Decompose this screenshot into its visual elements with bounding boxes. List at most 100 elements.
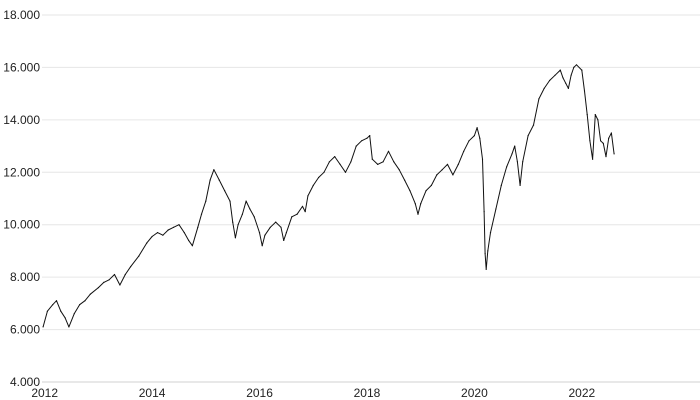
data-point bbox=[549, 79, 551, 82]
data-point bbox=[307, 195, 309, 197]
data-point bbox=[425, 190, 427, 192]
data-point bbox=[483, 211, 485, 213]
data-point bbox=[113, 273, 116, 276]
data-point bbox=[291, 216, 293, 218]
data-point bbox=[581, 69, 583, 71]
data-point bbox=[613, 153, 615, 155]
data-point bbox=[241, 213, 243, 215]
x-tick-label: 2020 bbox=[461, 386, 488, 400]
data-point bbox=[261, 245, 263, 247]
x-tick-label: 2016 bbox=[246, 386, 273, 400]
data-point bbox=[485, 268, 487, 270]
data-point bbox=[597, 119, 599, 121]
data-point bbox=[430, 184, 432, 186]
data-point bbox=[565, 82, 567, 84]
data-point bbox=[162, 234, 164, 236]
data-point bbox=[522, 161, 524, 163]
data-point bbox=[481, 158, 484, 160]
data-point bbox=[468, 140, 470, 142]
data-point bbox=[296, 213, 298, 215]
data-point bbox=[573, 66, 575, 68]
data-point bbox=[570, 74, 572, 76]
data-point bbox=[167, 229, 169, 231]
y-tick-label: 10.000 bbox=[3, 218, 40, 232]
data-point bbox=[205, 200, 207, 202]
data-point bbox=[151, 235, 153, 238]
data-point bbox=[361, 140, 363, 142]
data-point bbox=[436, 174, 438, 176]
data-point bbox=[538, 98, 540, 100]
data-point bbox=[280, 226, 282, 228]
data-point bbox=[516, 161, 519, 163]
data-point bbox=[371, 158, 373, 160]
data-point bbox=[479, 137, 481, 139]
data-point bbox=[417, 213, 419, 215]
data-point bbox=[583, 90, 586, 92]
data-point bbox=[245, 200, 247, 202]
data-point bbox=[52, 304, 54, 306]
data-point bbox=[173, 226, 175, 228]
data-point bbox=[398, 169, 400, 171]
data-point bbox=[452, 174, 454, 176]
data-point bbox=[55, 300, 58, 302]
data-point bbox=[183, 232, 185, 234]
data-point bbox=[586, 114, 588, 116]
data-point bbox=[404, 179, 406, 181]
data-point bbox=[197, 226, 199, 228]
gridlines bbox=[42, 14, 700, 383]
data-point bbox=[420, 203, 422, 205]
data-point bbox=[46, 310, 49, 312]
data-point bbox=[514, 145, 516, 147]
data-point bbox=[224, 190, 226, 192]
y-tick-label: 14.000 bbox=[3, 113, 40, 127]
data-point bbox=[567, 87, 570, 89]
data-point bbox=[377, 163, 379, 165]
data-point bbox=[506, 166, 508, 168]
data-point bbox=[457, 163, 459, 165]
data-point bbox=[592, 158, 594, 160]
data-point bbox=[344, 171, 347, 173]
data-point bbox=[350, 161, 352, 163]
series-line bbox=[42, 64, 615, 328]
data-point bbox=[213, 169, 215, 171]
data-point bbox=[600, 140, 602, 142]
data-point bbox=[191, 245, 193, 247]
data-point bbox=[237, 224, 239, 226]
data-point bbox=[269, 226, 271, 228]
data-point bbox=[275, 221, 277, 223]
data-point bbox=[393, 161, 395, 163]
data-point bbox=[103, 281, 105, 283]
y-tick-label: 18.000 bbox=[3, 8, 40, 22]
data-point bbox=[218, 179, 220, 181]
data-point bbox=[369, 135, 371, 137]
y-tick-label: 6.000 bbox=[10, 323, 40, 337]
data-point bbox=[554, 74, 556, 76]
data-point bbox=[328, 161, 330, 163]
data-point bbox=[489, 232, 492, 234]
data-point bbox=[146, 242, 148, 244]
data-point bbox=[42, 326, 44, 328]
data-point bbox=[605, 156, 607, 158]
data-point bbox=[532, 124, 535, 126]
data-point bbox=[602, 142, 604, 144]
data-point bbox=[487, 250, 489, 252]
data-point bbox=[473, 135, 475, 137]
data-point bbox=[511, 153, 513, 155]
data-point bbox=[484, 253, 486, 255]
y-tick-label: 16.000 bbox=[3, 60, 40, 74]
data-point bbox=[559, 69, 561, 71]
data-point bbox=[138, 255, 140, 257]
data-point bbox=[318, 176, 320, 179]
y-axis-ticks: 4.000 6.000 8.000 10.000 12.000 14.000 16.000 1… bbox=[3, 8, 40, 389]
data-point bbox=[312, 184, 314, 186]
x-tick-label: 2022 bbox=[568, 386, 595, 400]
y-tick-label: 4.000 bbox=[10, 375, 40, 389]
data-point bbox=[249, 208, 251, 210]
data-point bbox=[594, 114, 596, 116]
data-point bbox=[441, 169, 443, 171]
data-point bbox=[589, 140, 591, 142]
data-point bbox=[304, 211, 306, 213]
data-point bbox=[234, 237, 236, 239]
